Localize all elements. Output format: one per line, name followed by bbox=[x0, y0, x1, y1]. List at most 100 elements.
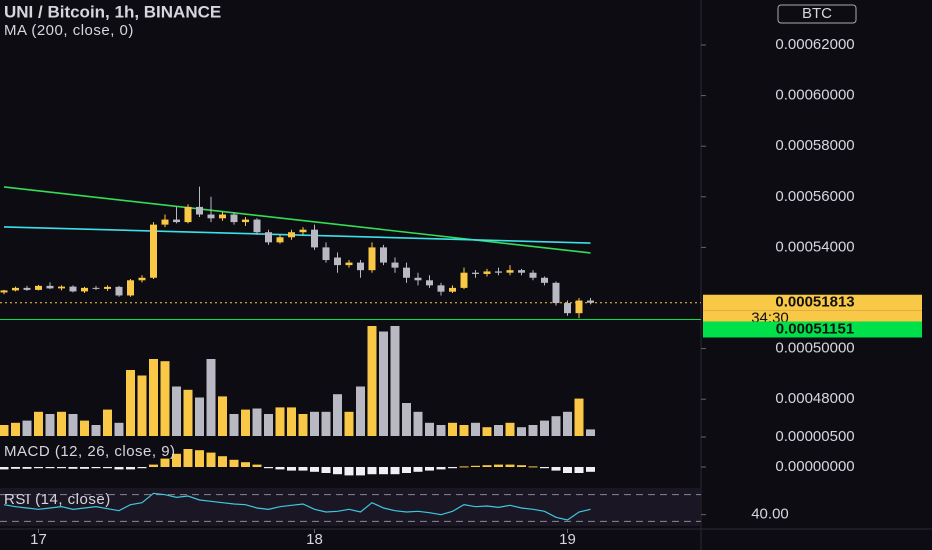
macd-bar bbox=[252, 464, 262, 467]
volume-bar bbox=[275, 407, 285, 436]
macd-bar bbox=[287, 467, 296, 471]
volume-bar bbox=[91, 425, 101, 436]
macd-bar bbox=[551, 467, 561, 471]
volume-bar bbox=[528, 425, 538, 436]
macd-bar bbox=[344, 467, 354, 476]
candle-body bbox=[173, 219, 180, 223]
volume-bar bbox=[356, 386, 365, 436]
volume-bar bbox=[471, 422, 480, 436]
macd-bar bbox=[379, 467, 388, 475]
volume-bar bbox=[586, 429, 595, 436]
candle-body bbox=[483, 271, 491, 274]
volume-bar bbox=[379, 331, 388, 436]
volume-bar bbox=[482, 427, 492, 436]
macd-bar bbox=[436, 467, 446, 470]
x-tick-label: 17 bbox=[30, 531, 47, 548]
rsi-tick-label: 40.00 bbox=[751, 506, 789, 523]
macd-bar bbox=[459, 466, 469, 468]
macd-bar bbox=[126, 467, 135, 470]
candle-body bbox=[587, 300, 594, 303]
candle-body bbox=[23, 287, 31, 290]
volume-bar bbox=[505, 422, 515, 436]
candle-body bbox=[161, 219, 169, 225]
candle-body bbox=[138, 277, 146, 281]
currency-button-label[interactable]: BTC bbox=[802, 5, 832, 22]
candle-body bbox=[437, 285, 445, 292]
candle-body bbox=[265, 232, 272, 243]
macd-bar bbox=[448, 467, 457, 469]
macd-bar bbox=[160, 458, 170, 467]
candle-body bbox=[46, 285, 54, 289]
candle-body bbox=[403, 267, 410, 278]
volume-bar bbox=[218, 396, 227, 436]
volume-bar bbox=[310, 411, 319, 436]
volume-bar bbox=[11, 422, 20, 436]
macd-bar bbox=[321, 467, 331, 473]
marker-price-label: 0.00051151 bbox=[776, 320, 854, 337]
macd-bar bbox=[574, 467, 584, 473]
candle-body bbox=[518, 270, 525, 273]
volume-bar bbox=[126, 370, 135, 436]
macd-bar bbox=[494, 464, 503, 467]
candle-body bbox=[92, 287, 100, 289]
candle-body bbox=[529, 272, 537, 278]
macd-bar bbox=[195, 450, 204, 467]
candle-body bbox=[506, 270, 514, 273]
candle-body bbox=[230, 214, 238, 223]
volume-bar bbox=[448, 422, 457, 436]
macd-label: MACD (12, 26, close, 9) bbox=[4, 443, 176, 460]
volume-bar bbox=[344, 411, 354, 436]
y-tick-label: 0.00058000 bbox=[775, 137, 854, 154]
candle-body bbox=[564, 303, 571, 314]
macd-bar bbox=[137, 467, 147, 469]
macd-tick-label: 0.00000000 bbox=[775, 458, 854, 475]
volume-bar bbox=[137, 375, 147, 436]
candle-body bbox=[345, 262, 353, 266]
macd-bar bbox=[563, 467, 572, 473]
macd-bar bbox=[183, 449, 193, 467]
candle-body bbox=[81, 287, 88, 292]
currency-button[interactable] bbox=[777, 4, 857, 24]
volume-bar bbox=[551, 416, 561, 436]
x-tick-label: 19 bbox=[559, 531, 576, 548]
candle-body bbox=[322, 247, 330, 261]
macd-bar bbox=[45, 467, 55, 469]
volume-bar bbox=[103, 409, 112, 436]
macd-bar bbox=[264, 467, 273, 469]
macd-bar bbox=[68, 467, 78, 469]
volume-bar bbox=[0, 425, 9, 436]
y-tick-label: 0.00054000 bbox=[775, 238, 854, 255]
candle-body bbox=[242, 219, 249, 223]
volume-bar bbox=[114, 422, 124, 436]
macd-bar bbox=[413, 467, 423, 472]
x-tick-label: 18 bbox=[306, 531, 323, 548]
candle-body bbox=[253, 219, 261, 233]
macd-bar bbox=[298, 467, 308, 471]
volume-bar bbox=[298, 414, 308, 436]
volume-bar bbox=[195, 397, 204, 436]
candle-body bbox=[299, 229, 307, 233]
macd-bar bbox=[91, 467, 101, 469]
candle-body bbox=[196, 206, 203, 215]
macd-bar bbox=[425, 467, 434, 471]
y-tick-label: 0.00056000 bbox=[775, 188, 854, 205]
candle-body bbox=[288, 232, 295, 238]
candle-body bbox=[368, 247, 376, 271]
candle-body bbox=[12, 287, 19, 291]
macd-bar bbox=[586, 467, 595, 472]
rsi-line bbox=[3, 492, 591, 521]
candle-body bbox=[495, 271, 502, 273]
candle-body bbox=[541, 277, 548, 283]
volume-bar bbox=[149, 359, 158, 436]
candle-body bbox=[0, 290, 8, 293]
candle-body bbox=[414, 277, 422, 281]
volume-bar bbox=[333, 394, 342, 436]
candle-body bbox=[334, 257, 341, 266]
volume-bar bbox=[563, 411, 572, 436]
candle-body bbox=[184, 206, 192, 223]
candle-body bbox=[575, 300, 583, 314]
volume-bar bbox=[540, 420, 549, 436]
macd-bar bbox=[402, 467, 411, 473]
macd-bar bbox=[505, 464, 515, 467]
macd-bar bbox=[206, 452, 216, 467]
